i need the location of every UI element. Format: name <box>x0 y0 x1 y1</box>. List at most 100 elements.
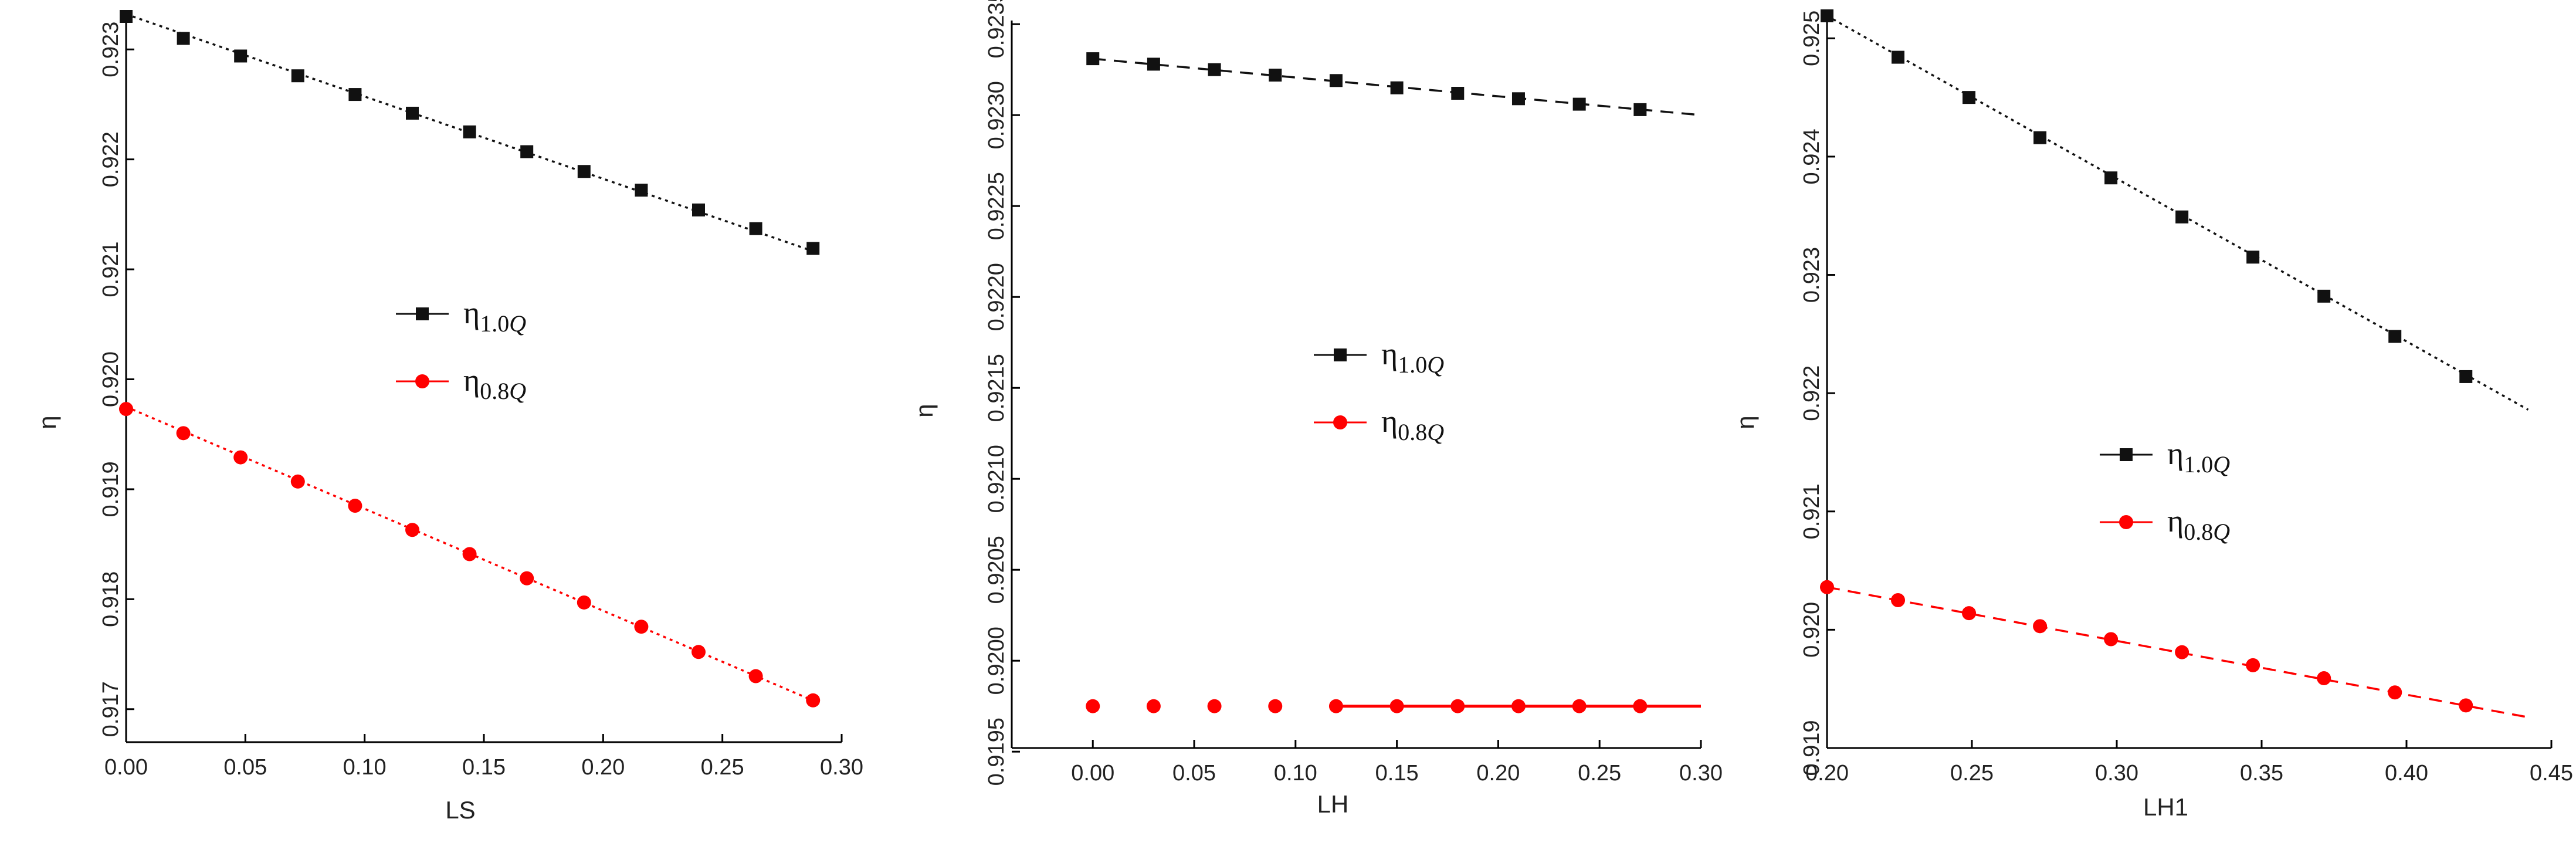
data-point-series-0 <box>120 10 133 23</box>
x-tick-label: 0.25 <box>1950 761 1994 786</box>
x-tick-label: 0.10 <box>1274 761 1317 786</box>
y-tick-label: 0.920 <box>1799 602 1824 658</box>
data-point-series-1 <box>462 547 477 561</box>
legend-label: η0.8Q <box>1381 404 1444 445</box>
data-point-series-1 <box>634 620 649 634</box>
data-point-series-1 <box>1389 699 1404 713</box>
data-point-series-0 <box>1821 9 1833 23</box>
data-point-series-0 <box>577 165 591 178</box>
y-tick-label: 0.919 <box>1799 720 1824 776</box>
y-tick-label: 0.921 <box>1799 483 1824 539</box>
legend-label: η0.8Q <box>2167 503 2230 545</box>
x-tick-label: 0.40 <box>2385 761 2428 786</box>
data-point-series-1 <box>2104 632 2119 647</box>
data-point-series-1 <box>1820 580 1834 594</box>
data-point-series-0 <box>2317 289 2331 303</box>
y-tick-label: 0.922 <box>99 131 123 187</box>
data-point-series-0 <box>1633 103 1647 116</box>
y-tick-label: 0.919 <box>99 461 123 517</box>
data-point-series-0 <box>1086 52 1100 66</box>
data-point-series-1 <box>1328 699 1343 713</box>
data-point-series-0 <box>1147 57 1160 71</box>
y-tick-label: 0.921 <box>99 242 123 297</box>
data-point-series-0 <box>291 69 304 83</box>
y-tick-label: 0.9205 <box>984 536 1009 604</box>
data-point-series-0 <box>2388 330 2402 343</box>
data-point-series-1 <box>806 693 821 708</box>
x-tick-label: 0.35 <box>2240 761 2283 786</box>
data-point-series-0 <box>1269 69 1282 82</box>
data-point-series-1 <box>1891 593 1906 607</box>
data-point-series-0 <box>1511 92 1525 106</box>
data-point-series-0 <box>1329 74 1343 87</box>
data-point-series-0 <box>348 88 362 101</box>
y-axis-title: η <box>1731 415 1759 429</box>
data-point-series-1 <box>520 571 534 586</box>
data-point-series-1 <box>1572 699 1587 713</box>
data-point-series-1 <box>290 474 305 489</box>
y-tick-label: 0.9220 <box>984 263 1009 331</box>
legend-marker <box>2120 448 2133 461</box>
data-point-series-1 <box>2459 698 2473 713</box>
data-point-series-1 <box>233 450 248 465</box>
y-tick-label: 0.918 <box>99 571 123 627</box>
y-tick-label: 0.923 <box>1799 247 1824 303</box>
data-point-series-0 <box>2459 370 2473 383</box>
data-point-series-1 <box>348 499 362 513</box>
data-point-series-0 <box>2104 171 2118 185</box>
chart-panel-lh1: 0.919 0.920 0.921 0.922 0.923 0.924 0.925 0.20 0… <box>1731 9 2573 821</box>
x-tick-label: 0.05 <box>1172 761 1216 786</box>
x-tick-label: 0.15 <box>1375 761 1419 786</box>
y-tick-label: 0.924 <box>1799 128 1824 184</box>
x-tick-label: 0.20 <box>1805 761 1849 786</box>
data-point-series-0 <box>1451 87 1465 100</box>
data-point-series-1 <box>1268 699 1283 713</box>
x-tick-label: 0.15 <box>462 755 506 780</box>
y-tick-label: 0.9210 <box>984 445 1009 513</box>
data-point-series-0 <box>1572 97 1586 111</box>
data-point-series-0 <box>177 32 190 45</box>
y-tick-label: 0.9230 <box>984 81 1009 149</box>
legend-label: η1.0Q <box>2167 436 2230 478</box>
legend-marker <box>2119 515 2133 529</box>
data-point-series-1 <box>748 669 763 683</box>
y-axis-title: η <box>910 404 938 417</box>
data-point-series-1 <box>1450 699 1465 713</box>
x-axis-title: LH <box>1317 790 1349 818</box>
data-point-series-1 <box>2175 645 2189 659</box>
y-tick-label: 0.922 <box>1799 365 1824 421</box>
data-point-series-0 <box>806 242 820 255</box>
legend-marker <box>416 307 429 320</box>
x-tick-label: 0.20 <box>1476 761 1520 786</box>
x-tick-label: 0.25 <box>1578 761 1621 786</box>
x-tick-label: 0.30 <box>2095 761 2138 786</box>
legend-marker <box>415 374 429 388</box>
y-tick-label: 0.925 <box>1799 11 1824 66</box>
data-point-series-1 <box>1633 699 1648 713</box>
data-point-series-0 <box>749 222 762 235</box>
x-axis-title: LH1 <box>2143 793 2188 821</box>
x-tick-label: 0.05 <box>223 755 267 780</box>
x-tick-label: 0.30 <box>1679 761 1723 786</box>
data-point-series-0 <box>1892 50 1905 64</box>
data-point-series-1 <box>176 426 191 441</box>
data-point-series-1 <box>2033 619 2048 634</box>
data-point-series-1 <box>2317 671 2331 686</box>
x-tick-label: 0.45 <box>2530 761 2573 786</box>
data-point-series-1 <box>2388 685 2402 700</box>
y-tick-label: 0.923 <box>99 22 123 77</box>
y-tick-label: 0.917 <box>99 681 123 737</box>
data-point-series-1 <box>1207 699 1222 713</box>
data-point-series-1 <box>1146 699 1161 713</box>
x-axis-title: LS <box>445 796 475 824</box>
x-tick-label: 0.30 <box>820 755 863 780</box>
x-tick-label: 0.00 <box>104 755 148 780</box>
data-point-series-0 <box>692 203 705 216</box>
legend-marker <box>1334 348 1347 361</box>
legend-label: η1.0Q <box>463 295 526 337</box>
data-point-series-0 <box>1962 91 1976 104</box>
y-axis-title: η <box>33 415 61 429</box>
x-tick-label: 0.00 <box>1071 761 1114 786</box>
data-point-series-0 <box>463 125 476 138</box>
data-point-series-0 <box>2033 131 2047 144</box>
